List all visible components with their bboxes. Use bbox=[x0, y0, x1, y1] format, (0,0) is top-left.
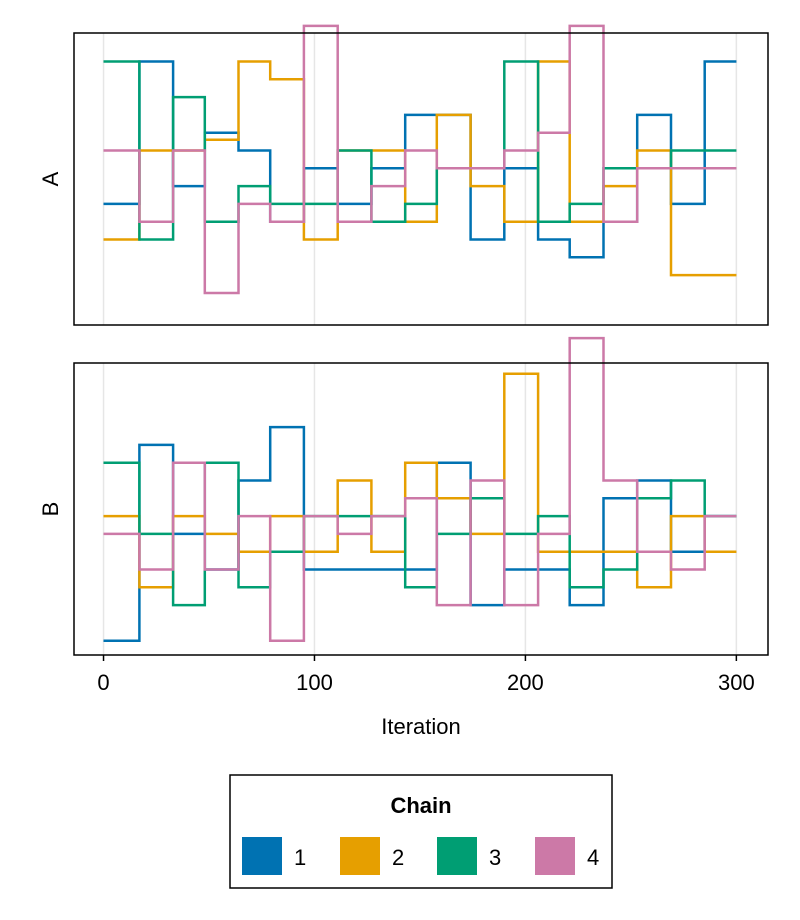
x-tick-label: 300 bbox=[718, 670, 755, 695]
x-tick-label: 100 bbox=[296, 670, 333, 695]
series-4-line bbox=[103, 336, 737, 643]
legend: Chain 1 2 3 4 bbox=[229, 774, 613, 889]
legend-label-2: 2 bbox=[392, 845, 404, 870]
legend-swatch-3 bbox=[437, 837, 477, 875]
panel-a-ylabel: A bbox=[38, 171, 63, 186]
legend-label-3: 3 bbox=[489, 845, 501, 870]
panel-b-ylabel: B bbox=[38, 502, 63, 517]
panel-b-frame bbox=[73, 362, 769, 656]
panel-a-series bbox=[103, 24, 737, 295]
legend-label-4: 4 bbox=[587, 845, 599, 870]
x-axis-label: Iteration bbox=[381, 714, 461, 739]
series-1-line bbox=[103, 425, 737, 643]
series-1-line bbox=[103, 60, 737, 259]
x-tick-label: 200 bbox=[507, 670, 544, 695]
legend-swatch-1 bbox=[242, 837, 282, 875]
panel-a: A bbox=[38, 24, 769, 326]
x-axis: 0 100 200 300 bbox=[97, 655, 755, 695]
legend-title: Chain bbox=[390, 793, 451, 818]
legend-swatch-4 bbox=[535, 837, 575, 875]
legend-label-1: 1 bbox=[294, 845, 306, 870]
panel-b-gridlines bbox=[102, 363, 738, 655]
series-2-line bbox=[103, 60, 737, 277]
legend-entries: 1 2 3 4 bbox=[242, 837, 599, 875]
panel-b: B bbox=[38, 336, 769, 656]
x-tick-label: 0 bbox=[97, 670, 109, 695]
series-4-line bbox=[103, 24, 737, 295]
panel-a-frame bbox=[73, 32, 769, 326]
panel-b-series bbox=[103, 336, 737, 643]
legend-swatch-2 bbox=[340, 837, 380, 875]
panel-a-gridlines bbox=[102, 33, 738, 325]
